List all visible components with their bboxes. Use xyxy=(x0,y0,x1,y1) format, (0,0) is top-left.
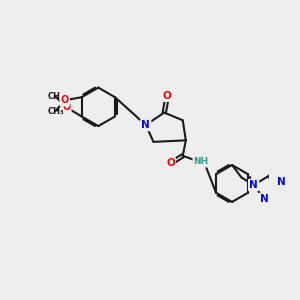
Text: N: N xyxy=(249,180,258,190)
Text: N: N xyxy=(141,120,150,130)
Text: NH: NH xyxy=(194,158,209,166)
Text: N: N xyxy=(260,194,269,204)
Text: N: N xyxy=(277,177,286,187)
Text: CH₃: CH₃ xyxy=(47,92,64,101)
Text: O: O xyxy=(166,158,175,168)
Text: O: O xyxy=(163,91,172,101)
Text: O: O xyxy=(61,95,69,105)
Text: CH₃: CH₃ xyxy=(47,106,64,116)
Text: O: O xyxy=(62,102,70,112)
